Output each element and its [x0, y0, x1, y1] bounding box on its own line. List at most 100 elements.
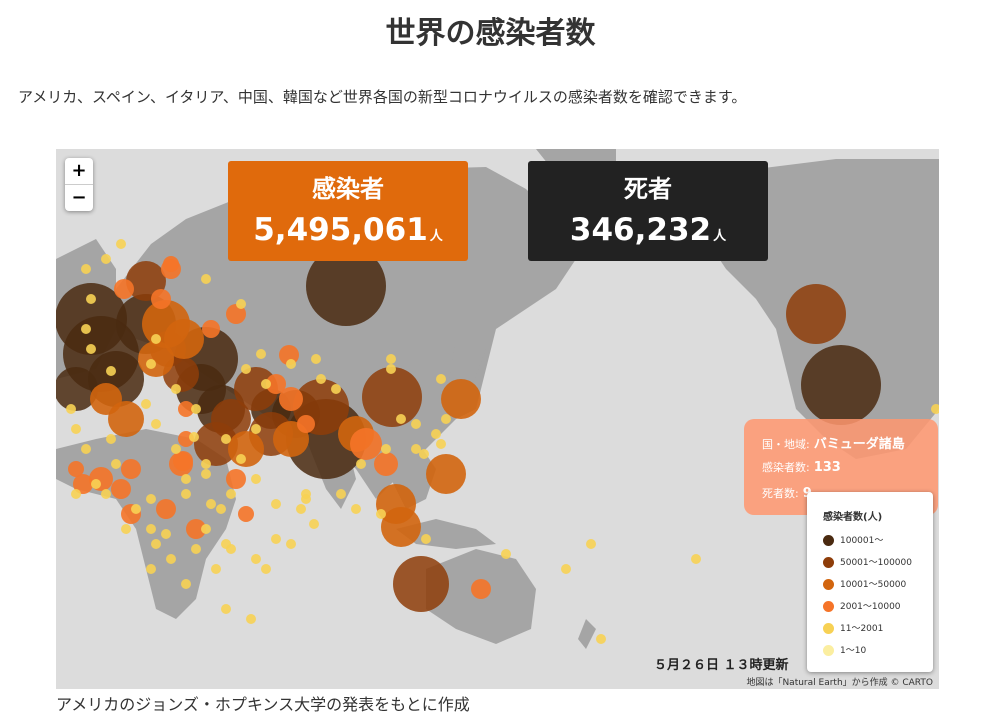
case-bubble[interactable]	[246, 614, 256, 624]
case-bubble[interactable]	[931, 404, 939, 414]
case-bubble[interactable]	[151, 334, 161, 344]
case-bubble[interactable]	[164, 319, 204, 359]
case-bubble[interactable]	[376, 509, 386, 519]
case-bubble[interactable]	[226, 489, 236, 499]
case-bubble[interactable]	[311, 354, 321, 364]
case-bubble[interactable]	[279, 387, 303, 411]
case-bubble[interactable]	[81, 264, 91, 274]
case-bubble[interactable]	[386, 354, 396, 364]
case-bubble[interactable]	[393, 556, 449, 612]
case-bubble[interactable]	[396, 414, 406, 424]
case-bubble[interactable]	[501, 549, 511, 559]
case-bubble[interactable]	[181, 579, 191, 589]
case-bubble[interactable]	[146, 524, 156, 534]
case-bubble[interactable]	[374, 452, 398, 476]
case-bubble[interactable]	[431, 429, 441, 439]
case-bubble[interactable]	[68, 461, 84, 477]
case-bubble[interactable]	[261, 564, 271, 574]
case-bubble[interactable]	[151, 419, 161, 429]
case-bubble[interactable]	[256, 349, 266, 359]
case-bubble[interactable]	[331, 384, 341, 394]
case-bubble[interactable]	[178, 401, 194, 417]
case-bubble[interactable]	[350, 428, 382, 460]
case-bubble[interactable]	[296, 504, 306, 514]
case-bubble[interactable]	[194, 422, 238, 466]
case-bubble[interactable]	[73, 474, 93, 494]
case-bubble[interactable]	[138, 341, 174, 377]
case-bubble[interactable]	[801, 345, 881, 425]
case-bubbles[interactable]	[56, 239, 939, 644]
case-bubble[interactable]	[381, 507, 421, 547]
case-bubble[interactable]	[201, 459, 211, 469]
case-bubble[interactable]	[441, 414, 451, 424]
zoom-in-button[interactable]: +	[71, 160, 87, 181]
case-bubble[interactable]	[441, 379, 481, 419]
case-bubble[interactable]	[436, 374, 446, 384]
case-bubble[interactable]	[106, 366, 116, 376]
case-bubble[interactable]	[71, 424, 81, 434]
case-bubble[interactable]	[411, 419, 421, 429]
case-bubble[interactable]	[163, 256, 179, 272]
case-bubble[interactable]	[436, 439, 446, 449]
case-bubble[interactable]	[234, 367, 278, 411]
case-bubble[interactable]	[251, 424, 261, 434]
case-bubble[interactable]	[381, 444, 391, 454]
case-bubble[interactable]	[151, 289, 171, 309]
case-bubble[interactable]	[236, 454, 246, 464]
case-bubble[interactable]	[271, 534, 281, 544]
case-bubble[interactable]	[306, 246, 386, 326]
case-bubble[interactable]	[71, 489, 81, 499]
case-bubble[interactable]	[191, 544, 201, 554]
case-bubble[interactable]	[173, 451, 193, 471]
case-bubble[interactable]	[171, 444, 181, 454]
case-bubble[interactable]	[228, 431, 264, 467]
case-bubble[interactable]	[121, 524, 131, 534]
case-bubble[interactable]	[596, 634, 606, 644]
case-bubble[interactable]	[301, 489, 311, 499]
case-bubble[interactable]	[286, 539, 296, 549]
case-bubble[interactable]	[91, 479, 101, 489]
case-bubble[interactable]	[471, 579, 491, 599]
case-bubble[interactable]	[166, 554, 176, 564]
case-bubble[interactable]	[426, 454, 466, 494]
case-bubble[interactable]	[81, 324, 91, 334]
case-bubble[interactable]	[56, 367, 98, 411]
case-bubble[interactable]	[181, 474, 191, 484]
case-bubble[interactable]	[251, 554, 261, 564]
map-attribution[interactable]: 地図は「Natural Earth」から作成 © CARTO	[746, 678, 933, 688]
case-bubble[interactable]	[221, 604, 231, 614]
case-bubble[interactable]	[131, 504, 141, 514]
case-bubble[interactable]	[121, 459, 141, 479]
case-bubble[interactable]	[201, 524, 211, 534]
case-bubble[interactable]	[221, 434, 231, 444]
case-bubble[interactable]	[421, 534, 431, 544]
case-bubble[interactable]	[111, 479, 131, 499]
case-bubble[interactable]	[236, 299, 246, 309]
case-bubble[interactable]	[171, 384, 181, 394]
case-bubble[interactable]	[181, 489, 191, 499]
case-bubble[interactable]	[108, 401, 144, 437]
case-bubble[interactable]	[351, 504, 361, 514]
case-bubble[interactable]	[141, 399, 151, 409]
case-bubble[interactable]	[151, 539, 161, 549]
world-map[interactable]: + − 感染者 5,495,061 人 死者 346,232 人 国・地域: バミュー…	[56, 149, 939, 689]
case-bubble[interactable]	[561, 564, 571, 574]
case-bubble[interactable]	[216, 504, 226, 514]
case-bubble[interactable]	[101, 489, 111, 499]
case-bubble[interactable]	[201, 469, 211, 479]
case-bubble[interactable]	[146, 494, 156, 504]
case-bubble[interactable]	[356, 459, 366, 469]
case-bubble[interactable]	[362, 367, 422, 427]
case-bubble[interactable]	[161, 529, 171, 539]
case-bubble[interactable]	[191, 404, 201, 414]
case-bubble[interactable]	[211, 564, 221, 574]
case-bubble[interactable]	[146, 359, 156, 369]
case-bubble[interactable]	[114, 279, 134, 299]
case-bubble[interactable]	[286, 359, 296, 369]
case-bubble[interactable]	[786, 284, 846, 344]
case-bubble[interactable]	[586, 539, 596, 549]
case-bubble[interactable]	[56, 283, 127, 355]
case-bubble[interactable]	[86, 344, 96, 354]
case-bubble[interactable]	[186, 519, 206, 539]
case-bubble[interactable]	[419, 449, 429, 459]
